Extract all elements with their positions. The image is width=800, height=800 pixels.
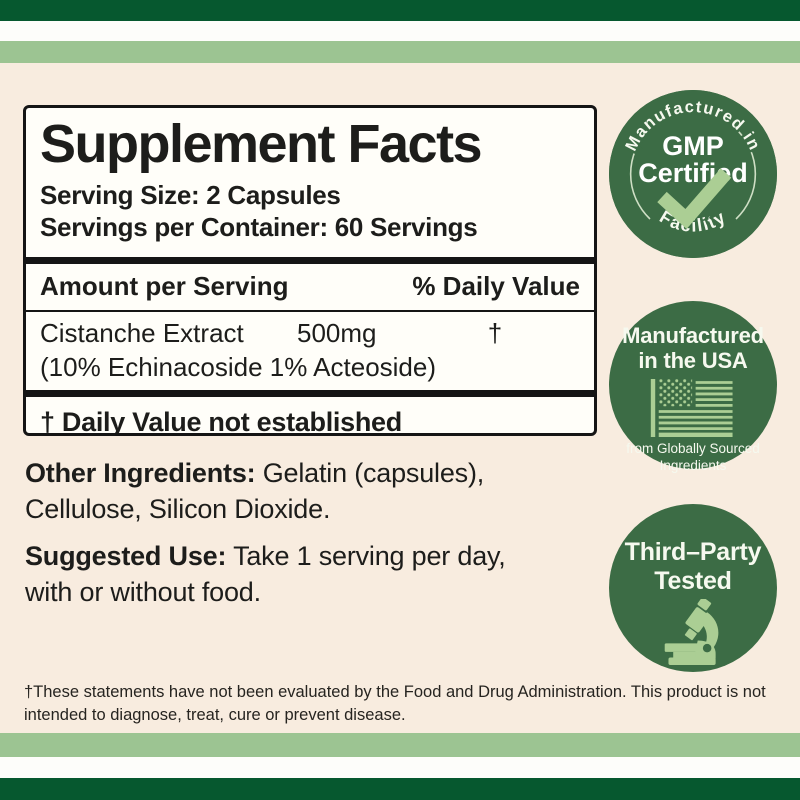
other-ingredients-text-line2: Cellulose, Silicon Dioxide. xyxy=(25,493,331,524)
thick-divider xyxy=(26,256,594,264)
other-ingredients-text: Gelatin (capsules), xyxy=(255,458,485,488)
table-row: Cistanche Extract 500mg † xyxy=(40,312,580,349)
ingredient-name: Cistanche Extract xyxy=(40,317,244,348)
usa-line1: Manufactured xyxy=(622,323,764,348)
daily-value-header: % Daily Value xyxy=(412,270,580,301)
suggested-use: Suggested Use: Take 1 serving per day, w… xyxy=(25,539,625,610)
daily-value-note: † Daily Value not established xyxy=(40,406,402,436)
ingredient-amount: 500mg xyxy=(297,317,377,348)
top-stripe-white xyxy=(0,21,800,41)
ingredient-detail: (10% Echinacoside 1% Acteoside) xyxy=(40,351,437,382)
bottom-stripe-light-green xyxy=(0,733,800,757)
gmp-badge-graphic: Manufactured in Facility GMP Certified xyxy=(609,90,777,258)
bottom-stripe-white xyxy=(0,757,800,778)
badge-gmp-certified: Manufactured in Facility GMP Certified xyxy=(609,90,777,258)
top-stripe-dark-green xyxy=(0,0,800,21)
badge-made-in-usa: Manufactured in the USA xyxy=(609,301,777,473)
ring-arc-left xyxy=(629,128,651,220)
suggested-use-label: Suggested Use: xyxy=(25,541,227,571)
tested-line2: Tested xyxy=(654,567,732,595)
other-ingredients: Other Ingredients: Gelatin (capsules), C… xyxy=(25,456,625,527)
panel-title: Supplement Facts xyxy=(40,114,483,174)
supplement-facts-panel: Supplement Facts Serving Size: 2 Capsule… xyxy=(23,105,597,436)
serving-size: Serving Size: 2 Capsules xyxy=(40,180,341,211)
bottom-stripe-dark-green xyxy=(0,778,800,800)
top-stripe-light-green xyxy=(0,41,800,63)
other-ingredients-label: Other Ingredients: xyxy=(25,458,256,488)
badge-third-party-tested: Third–Party Tested xyxy=(609,504,777,672)
ring-arc-right xyxy=(735,128,757,220)
fda-disclaimer-line2: intended to diagnose, treat, cure or pre… xyxy=(24,706,406,725)
usa-subtext-line2: Ingredients xyxy=(659,457,727,473)
us-flag-icon xyxy=(650,379,733,438)
gmp-line2: Certified xyxy=(638,158,748,188)
usa-subtext-line1: from Globally Sourced xyxy=(626,441,760,457)
usa-line2: in the USA xyxy=(638,347,748,373)
microscope-icon xyxy=(664,599,719,666)
fda-disclaimer: †These statements have not been evaluate… xyxy=(24,681,786,728)
amount-per-serving-header: Amount per Serving xyxy=(40,270,289,301)
thick-divider xyxy=(26,389,594,397)
servings-per-container: Servings per Container: 60 Servings xyxy=(40,212,478,243)
checkmark-icon xyxy=(657,168,732,230)
tested-line1: Third–Party xyxy=(624,538,762,566)
gmp-line1: GMP xyxy=(662,131,724,161)
suggested-use-text: Take 1 serving per day, xyxy=(226,541,506,571)
ingredient-daily-value: † xyxy=(487,317,503,348)
thin-divider xyxy=(26,309,594,312)
fda-disclaimer-line1: †These statements have not been evaluate… xyxy=(24,683,766,701)
suggested-use-text-line2: with or without food. xyxy=(25,576,261,607)
